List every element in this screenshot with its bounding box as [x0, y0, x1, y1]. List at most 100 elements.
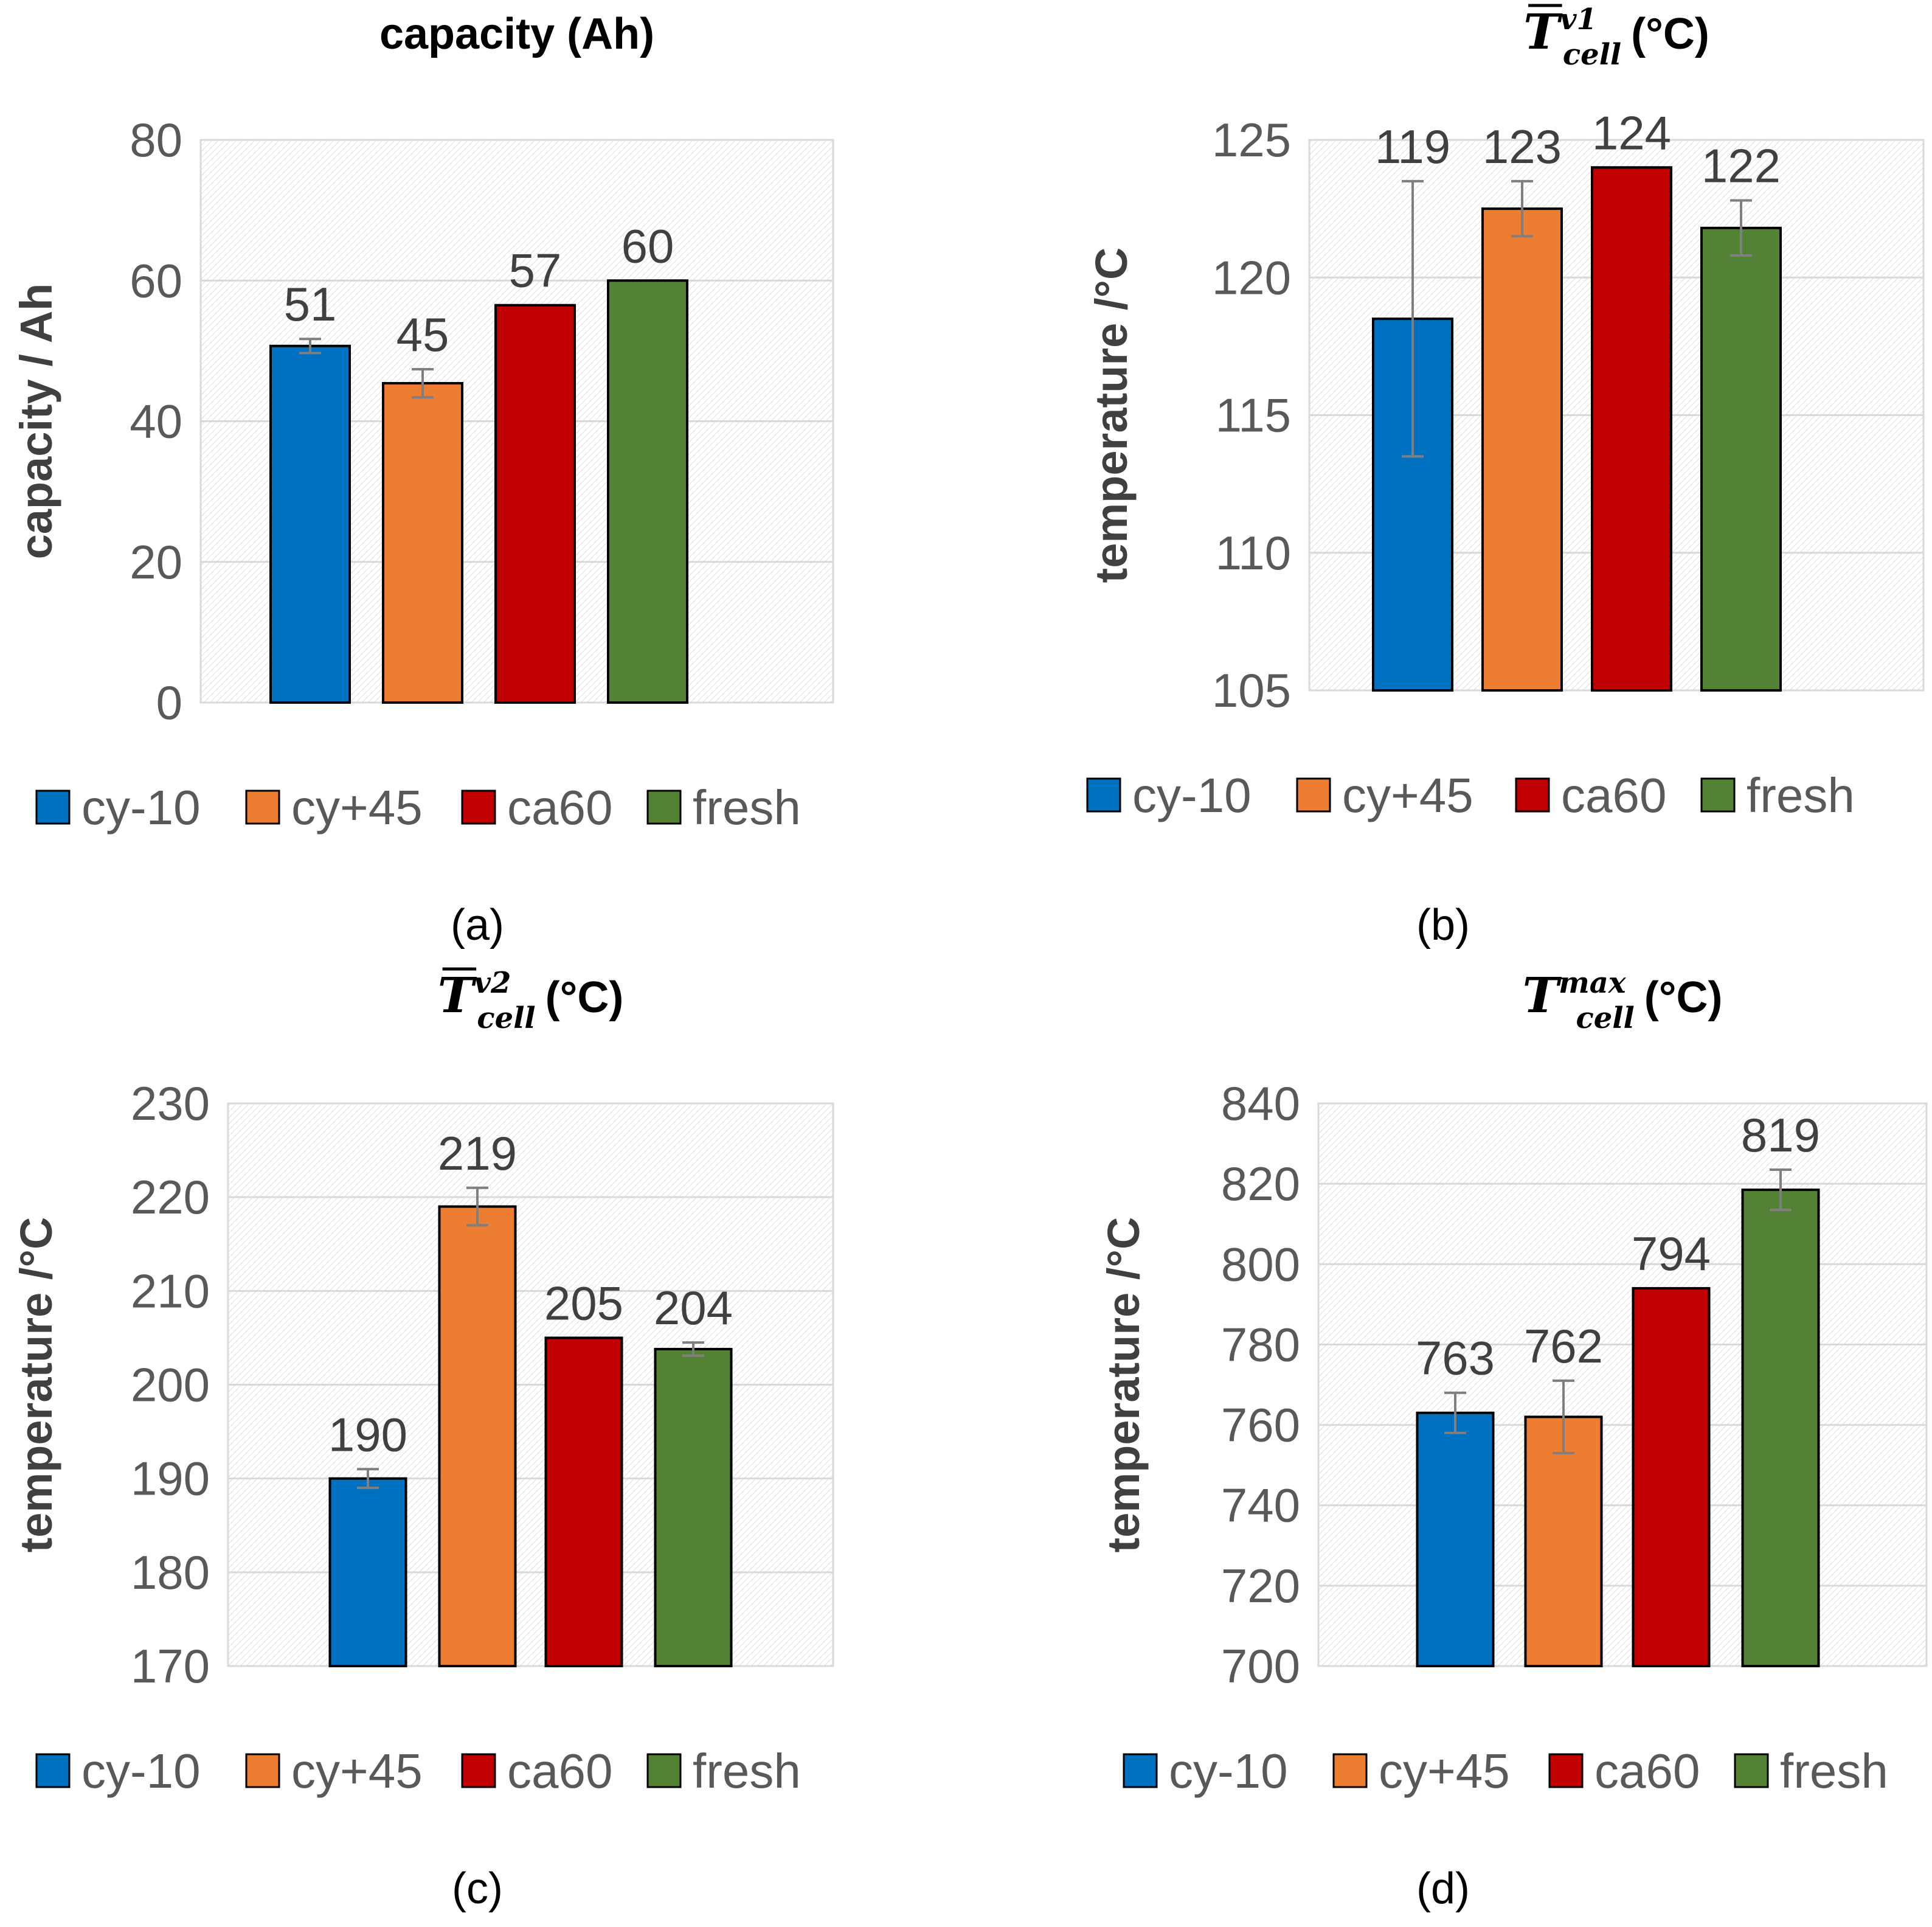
legend-swatch-cy+45: [245, 1753, 280, 1788]
y-axis-title: temperature /°C: [11, 1217, 61, 1553]
panel-a: 0 20 40 60 80 51 45 57 60 capacity / Ah capacity (…: [0, 0, 966, 964]
legend-swatch-cy-10: [35, 790, 71, 825]
legend-item-fresh: fresh: [1734, 1744, 1888, 1798]
legend-swatch-ca60: [1548, 1753, 1584, 1788]
legend-swatch-cy-10: [1123, 1753, 1158, 1788]
legend-item-cy+45: cy+45: [245, 780, 423, 835]
bar-fresh: [607, 279, 688, 704]
legend-label-cy+45: cy+45: [1342, 768, 1473, 822]
error-bar-cy+45: [466, 1186, 488, 1227]
bar-cy-10: [269, 344, 351, 704]
legend-item-cy+45: cy+45: [245, 1744, 423, 1798]
legend-item-cy-10: cy-10: [1123, 1744, 1288, 1798]
legend-label-cy+45: cy+45: [291, 780, 423, 835]
data-label-cy+45: 45: [396, 308, 449, 361]
bar-fresh: [654, 1347, 733, 1667]
y-tick-label: 105: [1212, 664, 1291, 717]
y-tick-label: 115: [1216, 389, 1291, 442]
error-bar-fresh: [1770, 1168, 1792, 1212]
legend-swatch-cy+45: [1332, 1753, 1368, 1788]
legend-swatch-fresh: [646, 790, 682, 825]
legend-label-cy+45: cy+45: [291, 1744, 423, 1798]
y-tick-label: 210: [131, 1264, 210, 1318]
y-tick-label: 740: [1221, 1479, 1300, 1532]
panel-caption: (a): [451, 901, 504, 950]
error-bar-cy+45: [412, 367, 434, 399]
legend-swatch-cy+45: [245, 790, 280, 825]
y-tick-label: 180: [131, 1546, 210, 1599]
y-tick-label: 170: [131, 1639, 210, 1693]
y-tick-label: 110: [1216, 526, 1291, 580]
data-label-fresh: 204: [654, 1281, 733, 1335]
data-label-ca60: 205: [544, 1276, 623, 1330]
legend-label-cy-10: cy-10: [1169, 1744, 1288, 1798]
y-tick-label: 840: [1221, 1077, 1300, 1130]
y-tick-label: 0: [156, 676, 182, 729]
bar-cy-10: [1416, 1411, 1495, 1667]
legend-label-cy-10: cy-10: [81, 780, 201, 835]
y-tick-label: 820: [1221, 1157, 1300, 1210]
data-label-cy-10: 763: [1416, 1332, 1495, 1385]
legend-label-fresh: fresh: [693, 1744, 801, 1798]
y-tick-label: 220: [131, 1170, 210, 1224]
y-tick-label: 780: [1221, 1318, 1300, 1371]
y-tick-label: 60: [130, 254, 182, 307]
y-tick-label: 20: [130, 535, 182, 589]
y-tick-label: 800: [1221, 1237, 1300, 1291]
legend-item-ca60: ca60: [1548, 1744, 1700, 1798]
legend-item-ca60: ca60: [1515, 768, 1666, 822]
legend-item-cy-10: cy-10: [35, 780, 201, 835]
chart-b: 105 110 115 120 125 119 123 124 122 temperature /…: [1086, 2, 1925, 950]
error-bar-cy+45: [1553, 1379, 1574, 1454]
legend-label-cy+45: cy+45: [1379, 1744, 1510, 1798]
chart-title: Tv1 cell (°C): [1523, 2, 1709, 72]
bar-cy+45: [1481, 207, 1563, 692]
legend-label-ca60: ca60: [1594, 1744, 1700, 1798]
error-bar-cy+45: [1511, 179, 1533, 238]
data-label-fresh: 122: [1702, 139, 1781, 193]
error-bar-cy-10: [1402, 179, 1424, 458]
error-bar-cy-10: [1444, 1391, 1466, 1434]
legend-swatch-cy-10: [1086, 777, 1121, 813]
panel-b: 105 110 115 120 125 119 123 124 122 temperature /…: [966, 0, 1931, 964]
y-tick-label: 40: [130, 395, 182, 448]
data-label-cy-10: 51: [284, 277, 337, 331]
y-axis-title: temperature /°C: [1086, 248, 1137, 583]
legend-label-fresh: fresh: [693, 780, 801, 835]
legend-item-fresh: fresh: [646, 780, 801, 835]
legend-swatch-fresh: [1734, 1753, 1769, 1788]
bar-cy-10: [1372, 318, 1453, 692]
chart-title: Tmax cell (°C): [1522, 966, 1722, 1035]
legend-swatch-fresh: [646, 1753, 682, 1788]
legend-label-fresh: fresh: [1780, 1744, 1888, 1798]
data-label-ca60: 794: [1632, 1227, 1711, 1280]
chart-a: 0 20 40 60 80 51 45 57 60 capacity / Ah capacity (…: [11, 10, 834, 950]
legend-item-cy-10: cy-10: [1086, 768, 1252, 822]
panel-d: 700 720 740 760 780 800 820 840 763 762 794 819 temp…: [966, 964, 1931, 1927]
legend-swatch-ca60: [461, 790, 496, 825]
y-tick-label: 80: [130, 113, 182, 167]
panel-c: 170 180 190 200 210 220 230 190 219 205 204 tempera…: [0, 964, 966, 1927]
data-label-fresh: 819: [1741, 1108, 1820, 1162]
data-label-fresh: 60: [621, 219, 674, 273]
y-axis-title: temperature /°C: [1098, 1217, 1149, 1553]
legend-item-ca60: ca60: [461, 780, 612, 835]
bar-cy+45: [1524, 1415, 1603, 1667]
y-axis-title: capacity / Ah: [11, 283, 61, 560]
y-tick-label: 125: [1212, 113, 1291, 167]
data-label-cy+45: 219: [438, 1127, 517, 1180]
legend-item-fresh: fresh: [1700, 768, 1855, 822]
legend-swatch-ca60: [1515, 777, 1550, 813]
error-bar-cy-10: [357, 1468, 379, 1490]
data-label-cy+45: 123: [1483, 120, 1562, 173]
bar-ca60: [494, 304, 576, 704]
chart-title: Tv2 cell (°C): [438, 966, 624, 1035]
data-label-cy-10: 190: [328, 1408, 407, 1461]
legend-label-ca60: ca60: [1561, 768, 1666, 822]
error-bar-cy-10: [299, 338, 321, 355]
plot-area: [1317, 1102, 1928, 1667]
bar-ca60: [544, 1336, 623, 1667]
legend-item-fresh: fresh: [646, 1744, 801, 1798]
legend-item-cy-10: cy-10: [35, 1744, 201, 1798]
